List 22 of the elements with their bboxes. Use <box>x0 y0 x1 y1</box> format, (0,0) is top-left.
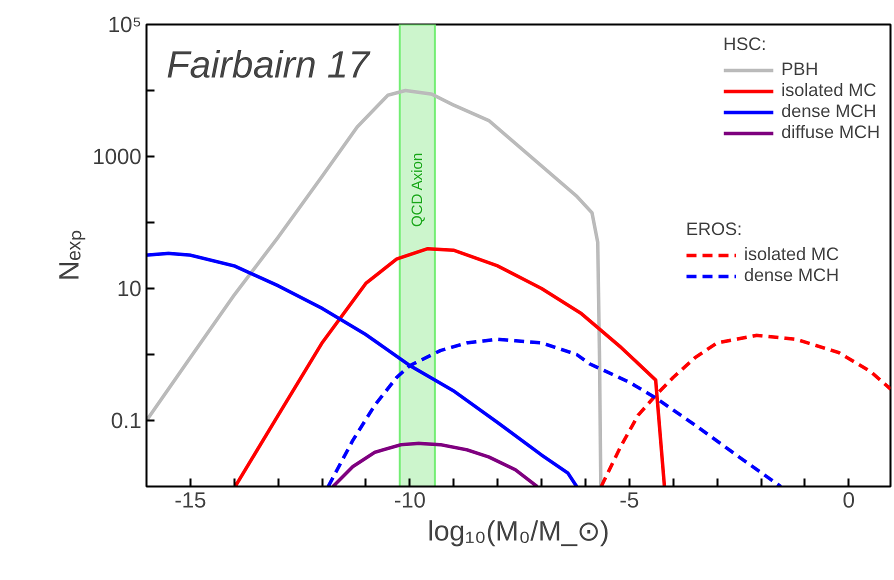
line-series <box>146 88 603 486</box>
y-axis-title: Nₑₓₚ <box>54 230 86 281</box>
x-tick-label: -15 <box>174 488 206 512</box>
y-tick-label: 10⁵ <box>108 12 142 37</box>
y-tick-label: 0.1 <box>110 408 142 433</box>
line-series <box>331 442 539 486</box>
y-tick-label: 10 <box>117 276 142 301</box>
legend-label: dense MCH <box>744 265 840 286</box>
x-tick-label: -5 <box>620 488 640 512</box>
legend-label: dense MCH <box>781 101 876 122</box>
legend-label: isolated MC <box>781 80 876 101</box>
annotation: Fairbairn 17 <box>166 44 372 86</box>
legend-label: PBH <box>781 59 818 80</box>
legend-label: isolated MC <box>744 244 840 265</box>
legend-title: HSC: <box>723 34 768 55</box>
x-tick-label: 0 <box>842 488 855 512</box>
legend-label: diffuse MCH <box>781 122 880 143</box>
annotation: EROS: <box>686 219 744 240</box>
y-tick-label: 1000 <box>92 144 142 169</box>
band-label: QCD Axion <box>408 152 426 228</box>
x-tick-label: -10 <box>394 488 426 512</box>
x-axis-title: log₁₀(M₀/M_⊙) <box>428 516 610 546</box>
